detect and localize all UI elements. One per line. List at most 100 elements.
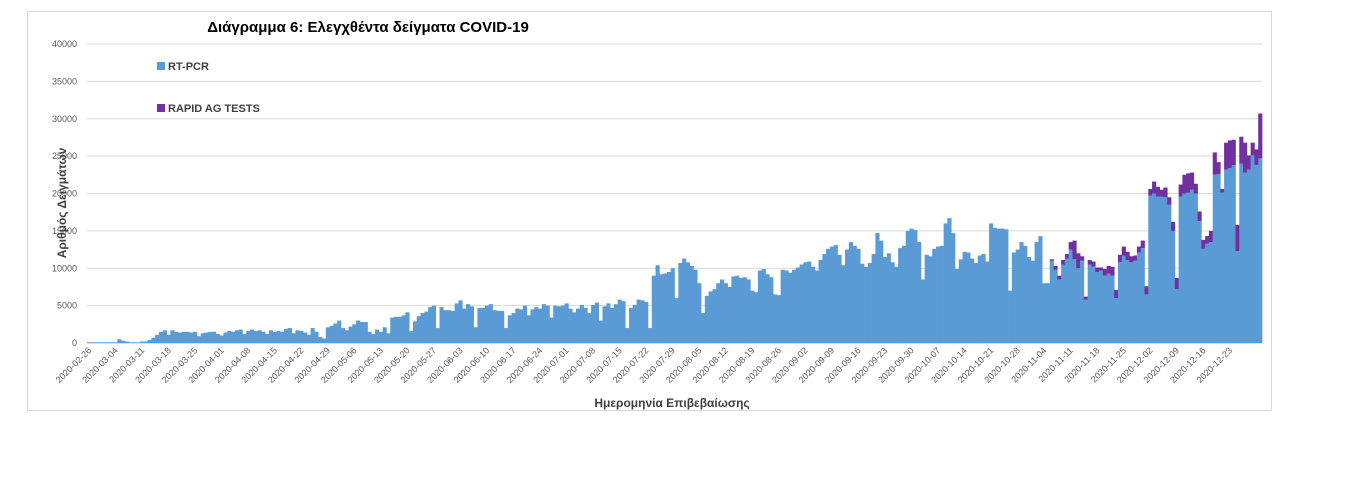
bar-rt-pcr [477,307,482,343]
bar-rt-pcr [212,331,217,343]
bars [87,113,1263,344]
bar-rt-pcr [1000,228,1005,343]
bar-rt-pcr [795,267,800,343]
legend-swatch-rapid-ag-tests [157,104,165,112]
bar-rapid-ag-tests [1049,259,1054,261]
bar-rt-pcr [810,266,816,343]
bar-rapid-ag-tests [1133,255,1138,261]
y-tick-label: 25000 [52,151,77,161]
bar-rapid-ag-tests [1053,266,1058,270]
bar-rt-pcr [337,320,342,343]
bar-rt-pcr [1235,251,1240,343]
bar-rt-pcr [879,240,884,343]
bar-rapid-ag-tests [1110,266,1115,276]
bar-rt-pcr [166,334,171,343]
bar-rt-pcr [507,315,512,343]
bar-rt-pcr [742,277,747,343]
bar-rt-pcr [689,266,694,343]
y-tick-label: 40000 [52,39,77,49]
bar-rt-pcr [587,313,592,343]
bar-rt-pcr [371,334,376,343]
bar-rapid-ag-tests [1246,155,1251,170]
bar-rt-pcr [454,303,459,343]
legend-label-rt-pcr: RT-PCR [168,61,209,73]
bar-rt-pcr [564,303,569,343]
bar-rt-pcr [299,331,304,343]
bar-rt-pcr [128,342,133,343]
bar-rt-pcr [295,330,300,343]
bar-rapid-ag-tests [1258,113,1263,159]
bar-rt-pcr [1099,270,1104,343]
bar-rt-pcr [435,328,440,343]
bar-rt-pcr [1080,260,1085,343]
bar-rt-pcr [663,273,668,343]
bar-rt-pcr [992,227,998,343]
bar-rt-pcr [306,334,311,343]
bar-rt-pcr [200,333,205,343]
bar-rt-pcr [151,337,156,343]
bar-rt-pcr [1182,193,1187,343]
bar-rt-pcr [231,331,236,343]
bar-rt-pcr [1159,196,1164,343]
bar-rt-pcr [818,260,823,343]
bar-rt-pcr [405,312,410,343]
bar-rt-pcr [484,305,490,344]
bar-rt-pcr [814,270,819,343]
bar-rt-pcr [572,312,577,343]
bar-rt-pcr [522,305,528,344]
bar-rt-pcr [693,269,698,343]
bar-rt-pcr [598,320,603,343]
bar-rt-pcr [784,270,789,343]
bar-rt-pcr [731,276,736,343]
y-tick-label: 35000 [52,76,77,86]
bar-rt-pcr [488,304,493,343]
bar-rapid-ag-tests [1072,240,1077,260]
bar-rt-pcr [394,316,399,343]
bar-rt-pcr [890,262,895,343]
bar-rt-pcr [594,302,600,343]
bar-rapid-ag-tests [1125,251,1130,261]
x-axis-label: Ημερομηνία Επιβεβαίωσης [594,396,749,410]
bar-rt-pcr [416,316,421,343]
bar-rt-pcr [363,322,368,343]
bar-rapid-ag-tests [1095,267,1100,272]
bar-rt-pcr [943,223,948,343]
bar-rt-pcr [113,342,118,343]
bar-rt-pcr [833,245,838,343]
bar-rapid-ag-tests [1201,239,1206,249]
bar-rt-pcr [738,277,744,343]
bar-rt-pcr [87,342,92,343]
bar-rt-pcr [898,248,903,343]
bar-rt-pcr [1246,169,1251,343]
bar-rt-pcr [409,331,414,343]
bar-rapid-ag-tests [1227,140,1233,169]
bar-rt-pcr [94,342,99,343]
bar-rt-pcr [310,328,315,343]
bar-rt-pcr [970,258,975,343]
bar-rt-pcr [939,245,944,343]
bar-rapid-ag-tests [1064,254,1070,259]
bar-rt-pcr [280,331,285,343]
bar-rt-pcr [291,333,296,343]
bar-rt-pcr [390,317,395,343]
bar-rt-pcr [852,245,857,343]
bar-rt-pcr [189,332,194,343]
bar-rt-pcr [159,331,164,343]
bar-rt-pcr [503,328,509,343]
bar-rapid-ag-tests [1220,189,1225,193]
bar-rt-pcr [450,310,456,343]
bar-rt-pcr [1258,158,1263,343]
chart-title: Διάγραμμα 6: Ελεγχθέντα δείγματα COVID-1… [207,19,529,36]
bar-rt-pcr [1205,243,1210,343]
bar-rt-pcr [276,331,281,343]
bar-rt-pcr [109,342,114,343]
bar-rt-pcr [284,328,289,343]
bar-rt-pcr [780,269,785,343]
bar-rapid-ag-tests [1171,221,1176,231]
bar-rt-pcr [530,309,535,343]
bar-rt-pcr [954,269,960,343]
bar-rt-pcr [685,262,691,343]
bar-rapid-ag-tests [1076,253,1081,269]
bar-rt-pcr [253,331,258,343]
bar-rt-pcr [545,305,550,344]
